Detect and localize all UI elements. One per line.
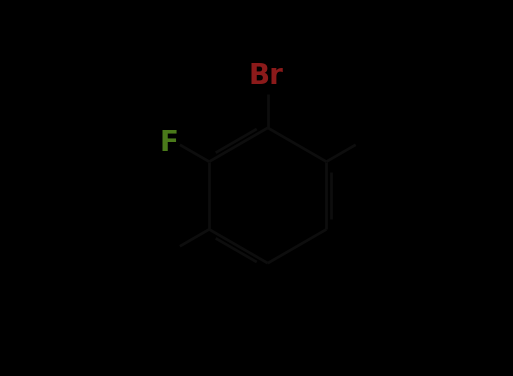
Text: F: F xyxy=(159,129,178,157)
Text: Br: Br xyxy=(248,62,283,90)
